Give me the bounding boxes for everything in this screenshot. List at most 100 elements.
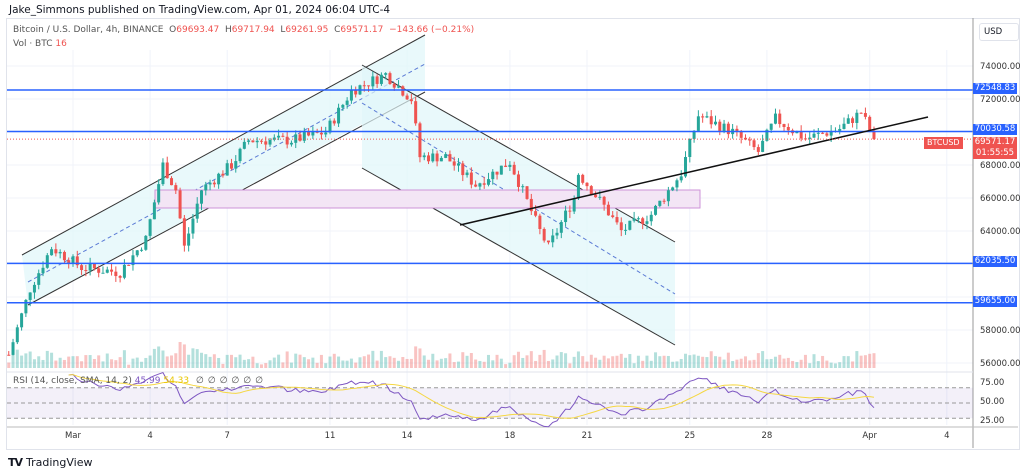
candle-body — [855, 112, 859, 123]
volume-bar — [508, 362, 512, 368]
candle-body — [624, 229, 628, 231]
volume-bar — [714, 356, 717, 368]
volume-bar — [362, 356, 366, 368]
candle-body — [671, 187, 675, 191]
candle — [851, 116, 855, 128]
candle-body — [148, 219, 152, 236]
volume-bar — [174, 353, 178, 368]
candle — [379, 72, 383, 86]
candle — [654, 204, 658, 216]
volume-bar — [726, 352, 730, 368]
candle-body — [187, 233, 191, 246]
candle-body — [619, 222, 623, 231]
level-price-tag[interactable]: 59655.00 — [973, 295, 1017, 307]
volume-bar — [140, 361, 144, 368]
candle-body — [217, 173, 221, 185]
candle-body — [418, 123, 422, 158]
candle — [555, 228, 559, 240]
candle-body — [397, 86, 401, 88]
volume-bar — [144, 357, 148, 368]
volume-bar — [743, 356, 747, 368]
candle-body — [341, 104, 345, 108]
price-tick-label: 68000.00 — [980, 161, 1021, 171]
candle — [58, 249, 62, 259]
volume-bar — [499, 358, 503, 368]
open-value: 69693.47 — [176, 25, 220, 35]
candle-body — [152, 202, 156, 220]
volume-bar — [319, 354, 323, 368]
candle — [285, 131, 289, 149]
change-value: −143.66 (−0.21%) — [389, 25, 475, 35]
volume-bar — [45, 350, 49, 368]
tradingview-logo[interactable]: TV TradingView — [8, 456, 93, 469]
candle — [345, 97, 349, 109]
candle-body — [863, 113, 867, 117]
volume-bar — [84, 355, 88, 368]
volume-bar — [594, 357, 598, 368]
candle-body — [761, 140, 765, 152]
volume-label[interactable]: Vol · BTC — [13, 39, 53, 49]
candle-body — [54, 249, 58, 254]
volume-bar — [782, 358, 786, 368]
rsi-line — [68, 371, 875, 428]
candle-body — [808, 137, 812, 139]
candle-body — [679, 176, 683, 181]
time-tick-label: 11 — [324, 431, 336, 441]
currency-button[interactable]: USD — [979, 23, 1019, 41]
volume-bar — [170, 355, 174, 368]
candle-body — [641, 218, 645, 224]
volume-bar — [371, 350, 375, 368]
candle-body — [645, 221, 649, 224]
volume-bar — [349, 358, 353, 368]
candle — [311, 126, 315, 139]
candle — [170, 176, 174, 186]
volume-bar — [512, 355, 516, 368]
candle — [37, 269, 41, 290]
candle-body — [795, 131, 799, 134]
candle — [15, 324, 19, 345]
candle — [242, 138, 246, 150]
candle — [478, 182, 482, 191]
volume-bar — [486, 354, 490, 368]
level-price-tag[interactable]: 72548.83 — [973, 82, 1017, 94]
volume-bar — [409, 358, 413, 368]
level-price-tag[interactable]: 70030.58 — [973, 124, 1017, 136]
ascending-channel-upper — [21, 34, 426, 256]
level-price-tag[interactable]: 62035.50 — [973, 256, 1017, 268]
candle — [585, 182, 589, 191]
candle-body — [778, 113, 782, 125]
candle — [200, 189, 203, 211]
candle-body — [559, 222, 563, 233]
candle-body — [444, 154, 448, 158]
candle — [662, 198, 666, 205]
symbol-description[interactable]: Bitcoin / U.S. Dollar, 4h, BINANCE — [13, 25, 164, 35]
volume-bar — [786, 357, 790, 368]
candle-body — [825, 133, 829, 136]
candle-body — [684, 156, 688, 177]
volume-bar — [752, 359, 756, 368]
volume-bar — [529, 351, 533, 368]
volume-bar — [289, 362, 293, 368]
volume-bar — [838, 362, 842, 368]
candle — [11, 338, 15, 356]
volume-bar — [414, 346, 418, 368]
rsi-label[interactable]: RSI (14, close, SMA, 14, 2) — [13, 376, 132, 386]
candle — [259, 139, 263, 144]
candle — [641, 216, 645, 230]
time-tick-label: 4 — [147, 431, 153, 441]
price-tick-label: 66000.00 — [980, 194, 1021, 204]
rsi-value: 45.99 — [134, 376, 161, 386]
volume-bar — [187, 354, 191, 368]
candle-body — [84, 270, 88, 272]
volume-bar — [718, 356, 722, 368]
volume-bar — [641, 360, 645, 368]
candle-body — [229, 163, 233, 169]
candle-body — [427, 155, 431, 162]
candle-body — [71, 256, 75, 265]
candle — [709, 110, 713, 129]
volume-bar — [833, 363, 837, 368]
volume-bar — [671, 361, 675, 368]
candle — [144, 234, 148, 251]
candle — [516, 170, 520, 192]
